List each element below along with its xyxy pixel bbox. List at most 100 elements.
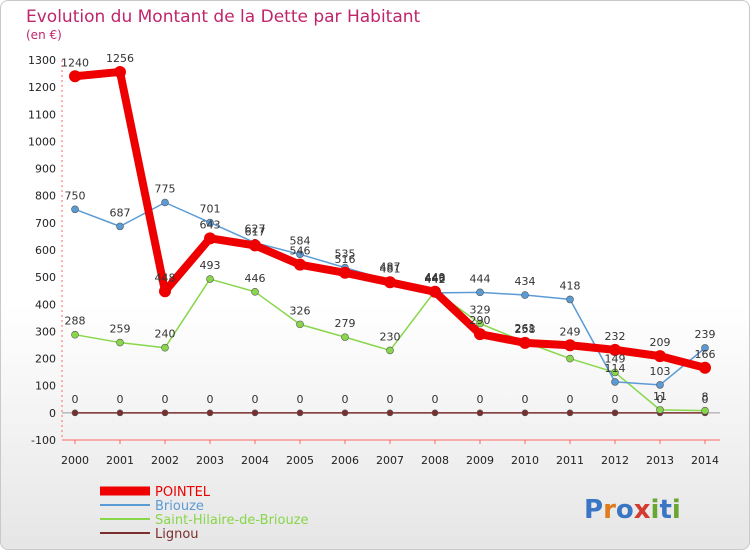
data-label: 775 bbox=[155, 183, 176, 196]
x-tick-label: 2009 bbox=[466, 454, 494, 467]
data-point bbox=[159, 285, 171, 298]
data-label: 0 bbox=[612, 393, 619, 406]
data-label: 0 bbox=[567, 393, 574, 406]
data-label: 584 bbox=[290, 234, 311, 247]
y-tick-label: 0 bbox=[49, 407, 56, 420]
data-label: 687 bbox=[110, 206, 131, 219]
data-point bbox=[71, 330, 79, 339]
data-label: 230 bbox=[380, 330, 401, 343]
y-tick-label: 600 bbox=[35, 244, 56, 257]
data-point bbox=[611, 409, 619, 417]
data-point bbox=[701, 406, 709, 415]
data-label: 249 bbox=[560, 325, 581, 338]
data-point bbox=[251, 409, 259, 417]
x-tick-label: 2003 bbox=[196, 454, 224, 467]
x-tick-label: 2014 bbox=[691, 454, 719, 467]
data-point bbox=[116, 222, 124, 231]
data-label: 11 bbox=[653, 390, 667, 403]
x-tick-label: 2010 bbox=[511, 454, 539, 467]
data-label: 279 bbox=[335, 317, 356, 330]
data-point bbox=[69, 70, 81, 83]
y-tick-label: 1300 bbox=[28, 54, 56, 67]
series-line-POINTEL bbox=[71, 67, 709, 372]
data-point bbox=[386, 346, 394, 355]
chart-subtitle: (en €) bbox=[26, 28, 62, 42]
data-label: 209 bbox=[650, 336, 671, 349]
data-point bbox=[611, 368, 619, 377]
data-label: 0 bbox=[702, 393, 709, 406]
data-label: 446 bbox=[245, 272, 266, 285]
data-label: 0 bbox=[207, 393, 214, 406]
data-point bbox=[429, 285, 441, 298]
x-tick-label: 2005 bbox=[286, 454, 314, 467]
y-tick-label: 200 bbox=[35, 353, 56, 366]
data-label: 166 bbox=[695, 348, 716, 361]
y-tick-label: 400 bbox=[35, 298, 56, 311]
data-point bbox=[296, 250, 304, 259]
logo-letter: P bbox=[584, 495, 603, 525]
data-label: 418 bbox=[560, 279, 581, 292]
data-point bbox=[341, 333, 349, 341]
data-point bbox=[294, 258, 306, 271]
x-tick-label: 2004 bbox=[241, 454, 269, 467]
data-point bbox=[71, 409, 79, 417]
x-tick-label: 2000 bbox=[61, 454, 89, 467]
data-point bbox=[656, 381, 664, 389]
data-point bbox=[521, 409, 529, 417]
y-tick-label: 100 bbox=[35, 380, 56, 393]
data-label: 444 bbox=[470, 272, 491, 285]
data-point bbox=[609, 343, 621, 356]
data-point bbox=[206, 409, 214, 417]
y-tick-label: -100 bbox=[31, 434, 56, 447]
data-label: 329 bbox=[470, 304, 491, 317]
data-label: 0 bbox=[117, 393, 124, 406]
data-point bbox=[611, 378, 619, 386]
data-point bbox=[341, 409, 349, 417]
proxiti-logo-text: Proxiti bbox=[584, 495, 681, 525]
data-point bbox=[161, 198, 169, 207]
data-label: 240 bbox=[155, 328, 176, 341]
data-label: 0 bbox=[387, 393, 394, 406]
y-tick-label: 800 bbox=[35, 190, 56, 203]
data-point bbox=[384, 276, 396, 289]
data-label: 449 bbox=[425, 271, 446, 284]
y-tick-label: 300 bbox=[35, 325, 56, 338]
y-tick-label: 700 bbox=[35, 217, 56, 230]
data-point bbox=[339, 266, 351, 279]
x-tick-label: 2002 bbox=[151, 454, 179, 467]
data-label: 290 bbox=[470, 314, 491, 327]
data-label: 493 bbox=[200, 259, 221, 272]
data-point bbox=[206, 275, 214, 283]
data-point bbox=[251, 287, 259, 296]
data-label: 627 bbox=[245, 223, 266, 236]
x-tick-label: 2007 bbox=[376, 454, 404, 467]
data-label: 701 bbox=[200, 203, 221, 216]
data-label: 0 bbox=[72, 393, 79, 406]
data-point bbox=[656, 406, 664, 414]
legend: POINTELBriouzeSaint-Hilaire-de-BriouzeLi… bbox=[100, 485, 309, 542]
data-label: 0 bbox=[297, 393, 304, 406]
data-label: 103 bbox=[650, 365, 671, 378]
data-point bbox=[161, 409, 169, 417]
data-label: 0 bbox=[432, 393, 439, 406]
data-point bbox=[116, 409, 124, 417]
data-point bbox=[116, 338, 124, 347]
proxiti-logo: Proxiti bbox=[584, 495, 681, 525]
data-label: 442 bbox=[425, 273, 446, 286]
data-label: 434 bbox=[515, 275, 536, 288]
series-line-Saint-Hilaire-de-Briouze bbox=[74, 278, 706, 412]
y-tick-label: 500 bbox=[35, 271, 56, 284]
data-label: 516 bbox=[335, 253, 356, 266]
data-label: 288 bbox=[65, 315, 86, 328]
data-label: 114 bbox=[605, 362, 626, 375]
series-layer bbox=[69, 65, 711, 417]
data-label: 0 bbox=[522, 393, 529, 406]
data-point bbox=[161, 343, 169, 352]
data-point bbox=[386, 409, 394, 417]
data-label: 535 bbox=[335, 248, 356, 261]
logo-letter: i bbox=[672, 495, 681, 525]
data-label: 446 bbox=[425, 272, 446, 285]
legend-label: POINTEL bbox=[155, 485, 211, 500]
data-point bbox=[564, 339, 576, 352]
